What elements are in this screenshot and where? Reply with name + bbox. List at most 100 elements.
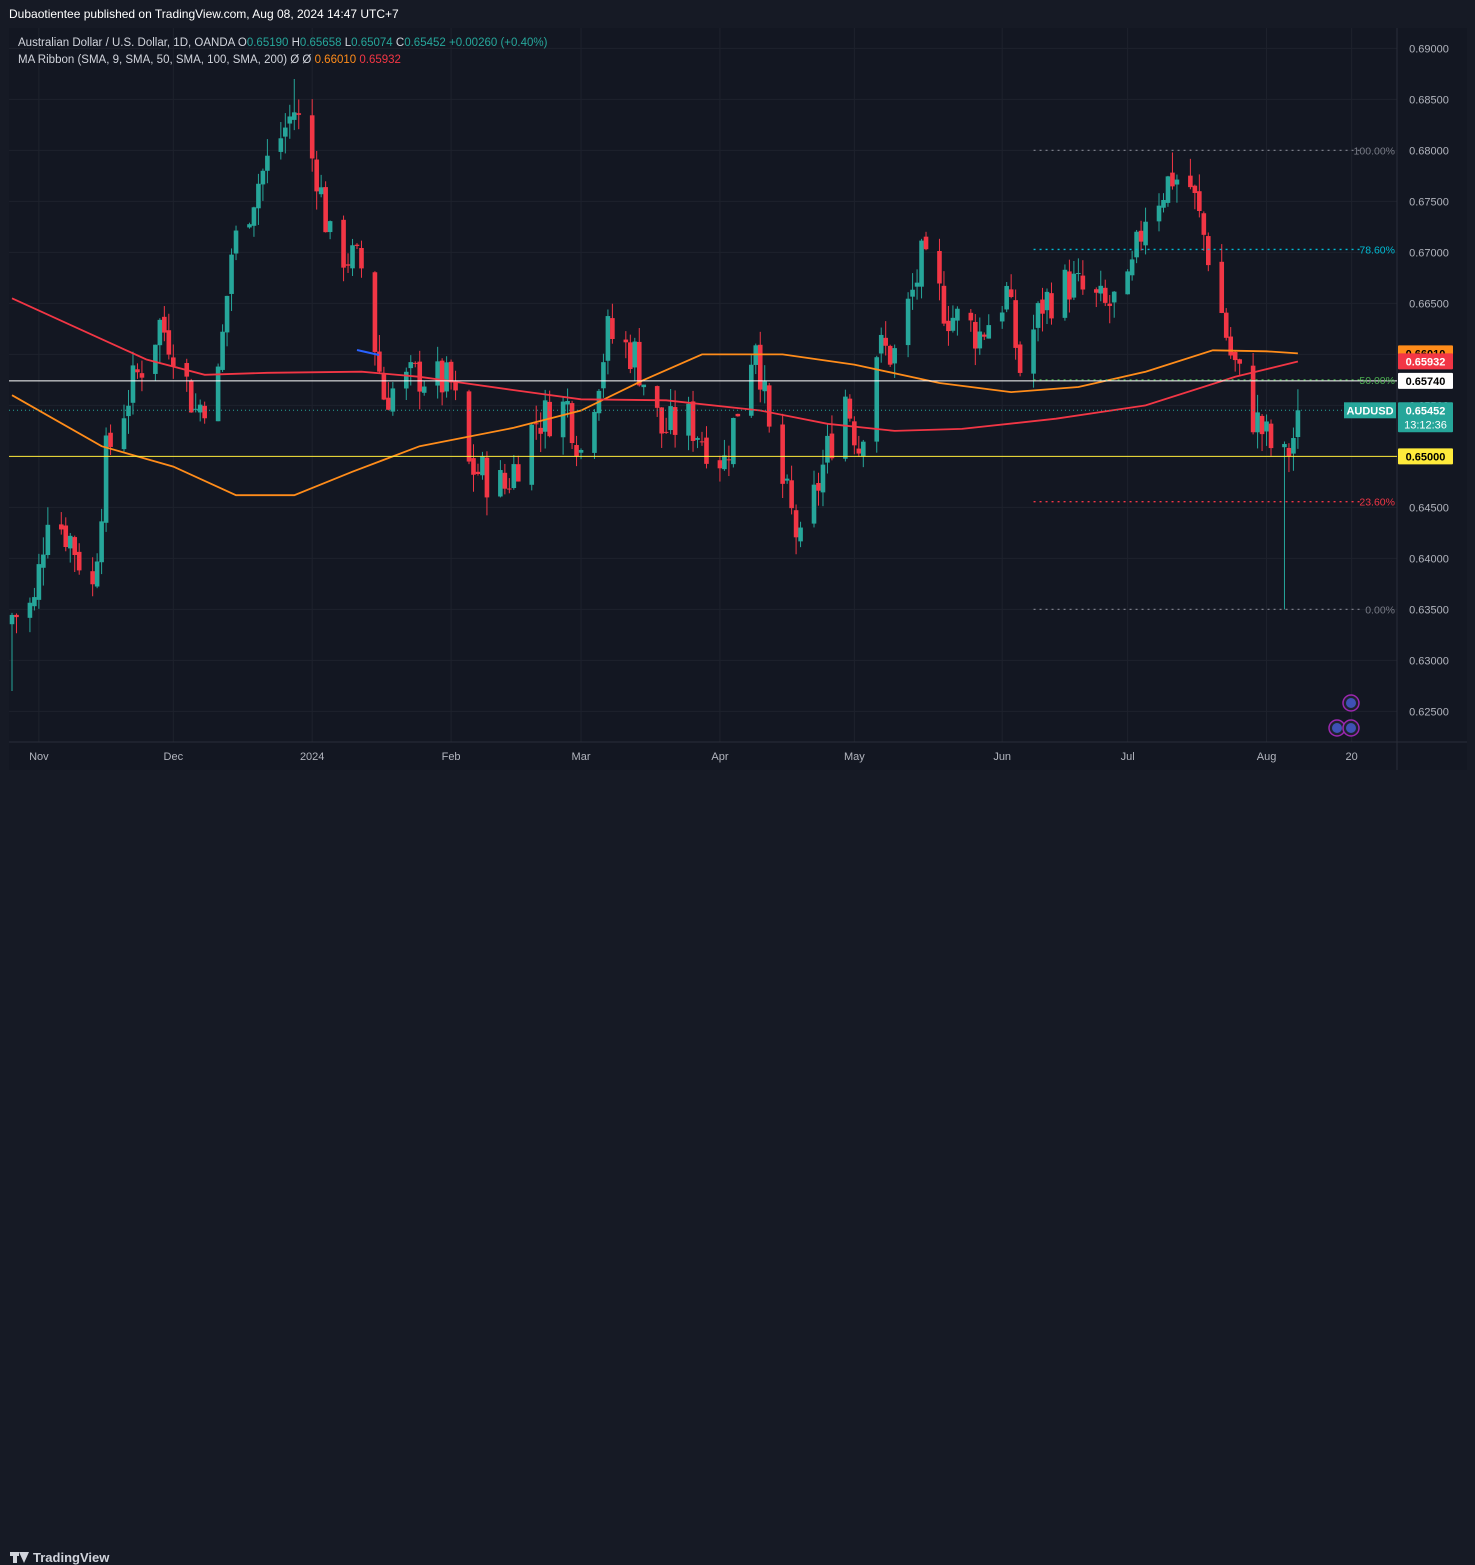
symbol-badge-label: AUDUSD	[1346, 405, 1393, 417]
candle-body	[1170, 172, 1175, 187]
candle-body	[327, 221, 333, 233]
candle-body	[408, 362, 414, 369]
legend-low: 0.65074	[351, 37, 393, 49]
candle-body	[157, 319, 163, 346]
y-tick-label: 0.69000	[1409, 43, 1449, 55]
candlestick-chart[interactable]: 0.69000 0.68500 0.68000 0.67500 0.67000 0.665…	[9, 28, 1467, 770]
candle-body	[1111, 291, 1117, 303]
candle-body	[1228, 336, 1234, 356]
legend-indicator-icons[interactable]: Ø Ø	[290, 54, 312, 66]
candle-body	[1044, 291, 1050, 311]
candle-body	[511, 464, 517, 489]
candle-body	[188, 380, 194, 413]
candle-body	[1071, 273, 1077, 298]
candle-body	[1017, 344, 1023, 373]
candle-body	[381, 373, 387, 400]
candle-body	[1165, 176, 1171, 203]
tradingview-brand: TradingView	[33, 1550, 110, 1565]
candle-body	[220, 331, 225, 370]
candle-body	[480, 456, 485, 476]
candle-body	[386, 397, 391, 410]
event-flag-inner-icon	[1346, 723, 1356, 733]
candle-body	[632, 341, 638, 368]
candle-body	[291, 112, 297, 120]
candle-body	[287, 116, 293, 124]
footer-bar: TradingView	[0, 770, 1475, 1565]
candle-body	[318, 187, 324, 195]
candle-body	[829, 433, 835, 459]
candle-body	[668, 406, 673, 431]
candle-body	[816, 483, 821, 491]
candle-body	[937, 251, 942, 284]
candle-body	[448, 361, 454, 383]
candle-body	[103, 435, 109, 523]
y-tick-label: 0.67000	[1409, 247, 1449, 259]
candle-body	[1049, 293, 1054, 319]
price-badge-label: 0.65740	[1406, 376, 1446, 388]
candle-body	[76, 551, 82, 571]
tradingview-logo[interactable]: TradingView	[10, 1550, 109, 1565]
candle-body	[1013, 300, 1018, 348]
candle-body	[704, 437, 709, 464]
event-flag-inner-icon	[1332, 723, 1342, 733]
candle-body	[529, 424, 535, 485]
legend-h-label: H	[291, 37, 300, 49]
candle-body	[1264, 421, 1269, 432]
candle-body	[628, 342, 633, 370]
candle-body	[309, 115, 315, 159]
top-bar: Dubaotientee published on TradingView.co…	[0, 0, 1475, 28]
candle-body	[390, 388, 396, 412]
candle-body	[892, 348, 897, 364]
candle-body	[372, 272, 378, 352]
x-tick-label: Aug	[1257, 751, 1277, 763]
x-tick-label: Apr	[711, 751, 728, 763]
candle-body	[9, 614, 15, 625]
candle-body	[502, 472, 508, 489]
legend-open: 0.65190	[246, 37, 289, 49]
candle-body	[1237, 359, 1242, 364]
candle-body	[412, 362, 418, 364]
candle-body	[45, 524, 51, 556]
candle-body	[672, 407, 678, 435]
candle-body	[283, 127, 288, 137]
candle-body	[1268, 423, 1274, 449]
candle-body	[515, 464, 521, 482]
candle-body	[905, 298, 911, 346]
legend-symbol-row[interactable]: Australian Dollar / U.S. Dollar, 1D, OAN…	[18, 35, 547, 52]
candle-body	[1219, 261, 1225, 313]
chart-area[interactable]: 0.69000 0.68500 0.68000 0.67500 0.67000 0.665…	[9, 28, 1467, 770]
candle-body	[1174, 179, 1180, 185]
candle-body	[99, 521, 104, 563]
candle-body	[1291, 438, 1296, 454]
chart-legend: Australian Dollar / U.S. Dollar, 1D, OAN…	[18, 35, 547, 69]
legend-indicator-row[interactable]: MA Ribbon (SMA, 9, SMA, 50, SMA, 100, SM…	[18, 52, 547, 69]
candle-body	[717, 460, 723, 469]
candle-body	[574, 445, 579, 457]
x-tick-label: 2024	[300, 751, 324, 763]
candle-body	[162, 316, 167, 333]
candle-body	[166, 330, 172, 355]
candle-body	[601, 362, 606, 389]
candle-body	[139, 373, 145, 378]
candle-body	[153, 344, 158, 374]
candle-body	[498, 470, 503, 497]
price-badge-label: 0.65932	[1406, 356, 1446, 368]
candle-body	[914, 282, 920, 287]
candle-body	[453, 380, 458, 391]
candle-body	[197, 404, 203, 413]
candle-body	[843, 396, 848, 459]
candle-body	[471, 458, 476, 475]
candle-body	[538, 427, 544, 434]
y-tick-label: 0.63000	[1409, 655, 1449, 667]
countdown-label: 13:12:36	[1404, 419, 1447, 431]
candle-body	[977, 331, 983, 349]
fib-level-label: 0.00%	[1365, 604, 1395, 616]
candle-body	[1205, 236, 1211, 266]
candle-body	[981, 334, 987, 337]
price-badge	[1398, 372, 1453, 389]
candle-body	[14, 614, 19, 618]
x-tick-label: Jun	[993, 751, 1011, 763]
candle-body	[690, 401, 696, 441]
x-tick-label: Jul	[1121, 751, 1135, 763]
candle-body	[1067, 271, 1072, 300]
